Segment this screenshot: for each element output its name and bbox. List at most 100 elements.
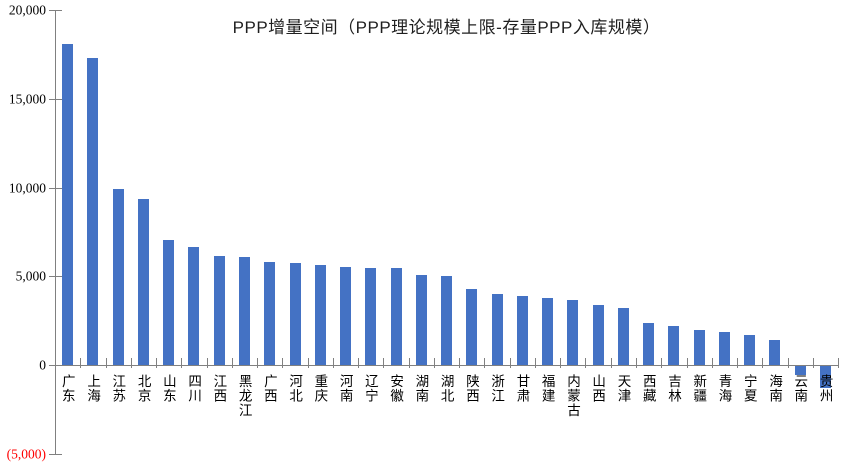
y-tick bbox=[49, 276, 62, 278]
y-tick-label: 0 bbox=[39, 357, 46, 373]
category-tick bbox=[787, 358, 789, 369]
y-tick-label: 15,000 bbox=[8, 91, 46, 107]
bar-贵州 bbox=[819, 366, 831, 389]
category-label-广东: 广东 bbox=[59, 374, 75, 403]
y-tick bbox=[49, 10, 62, 11]
bar-天津 bbox=[617, 307, 629, 366]
category-label-云南: 云南 bbox=[792, 374, 808, 403]
bar-湖南 bbox=[415, 274, 427, 366]
bar-海南 bbox=[769, 340, 781, 366]
category-tick bbox=[534, 358, 536, 369]
category-label-甘肃: 甘肃 bbox=[514, 374, 530, 403]
category-tick bbox=[433, 358, 435, 369]
bar-福建 bbox=[542, 297, 553, 366]
category-label-吉林: 吉林 bbox=[665, 374, 681, 403]
category-tick bbox=[661, 358, 663, 369]
category-tick bbox=[408, 358, 410, 369]
category-label-辽宁: 辽宁 bbox=[362, 374, 378, 403]
category-tick bbox=[459, 358, 461, 369]
bar-西藏 bbox=[643, 322, 655, 366]
category-tick bbox=[231, 358, 233, 369]
y-tick-label: (5,000) bbox=[6, 446, 46, 462]
bar-陕西 bbox=[466, 288, 478, 366]
category-tick bbox=[307, 358, 309, 369]
category-label-贵州: 贵州 bbox=[817, 374, 833, 403]
category-label-河北: 河北 bbox=[287, 374, 303, 403]
y-tick bbox=[49, 454, 62, 455]
y-tick-label: 20,000 bbox=[8, 2, 46, 18]
bar-青海 bbox=[718, 331, 730, 366]
category-label-西藏: 西藏 bbox=[640, 374, 656, 403]
category-tick bbox=[509, 358, 511, 369]
bar-江西 bbox=[213, 256, 225, 366]
category-label-重庆: 重庆 bbox=[312, 374, 328, 403]
category-label-河南: 河南 bbox=[337, 374, 353, 403]
y-tick-label: 5,000 bbox=[15, 268, 46, 284]
bar-北京 bbox=[137, 199, 149, 366]
category-label-新疆: 新疆 bbox=[691, 374, 707, 403]
category-label-广西: 广西 bbox=[261, 374, 277, 403]
category-tick bbox=[711, 358, 713, 369]
category-label-湖南: 湖南 bbox=[413, 374, 429, 403]
bar-黑龙江 bbox=[238, 256, 250, 366]
category-tick bbox=[737, 358, 738, 369]
category-tick bbox=[257, 358, 259, 369]
y-axis-line bbox=[55, 10, 56, 455]
category-tick bbox=[156, 358, 157, 369]
category-tick bbox=[686, 358, 688, 369]
chart-title: PPP增量空间（PPP理论规模上限-存量PPP入库规模） bbox=[232, 18, 661, 37]
bar-浙江 bbox=[491, 294, 503, 366]
category-label-北京: 北京 bbox=[135, 374, 151, 403]
bar-山东 bbox=[163, 240, 175, 366]
category-label-陕西: 陕西 bbox=[463, 374, 479, 403]
bar-辽宁 bbox=[365, 267, 377, 366]
category-label-湖北: 湖北 bbox=[438, 374, 454, 403]
bar-新疆 bbox=[693, 329, 705, 366]
bar-湖北 bbox=[441, 276, 452, 366]
bar-广西 bbox=[264, 262, 276, 366]
y-tick bbox=[49, 187, 62, 189]
bar-甘肃 bbox=[516, 295, 528, 366]
category-label-江苏: 江苏 bbox=[110, 374, 126, 403]
category-tick bbox=[838, 358, 839, 369]
category-tick bbox=[105, 358, 107, 369]
category-label-青海: 青海 bbox=[716, 374, 732, 403]
bar-安徽 bbox=[390, 267, 402, 366]
bar-上海 bbox=[87, 58, 99, 366]
category-tick bbox=[181, 358, 183, 369]
category-label-浙江: 浙江 bbox=[489, 374, 505, 403]
bar-山西 bbox=[592, 304, 604, 366]
category-label-四川: 四川 bbox=[186, 374, 202, 403]
category-label-福建: 福建 bbox=[539, 374, 555, 403]
category-tick bbox=[80, 358, 82, 369]
category-label-宁夏: 宁夏 bbox=[741, 374, 757, 403]
bar-江苏 bbox=[112, 189, 124, 366]
category-tick bbox=[206, 358, 208, 369]
category-label-黑龙江: 黑龙江 bbox=[236, 374, 252, 418]
bar-四川 bbox=[188, 247, 200, 366]
category-tick bbox=[282, 358, 284, 369]
category-label-内蒙古: 内蒙古 bbox=[564, 374, 580, 418]
category-label-江西: 江西 bbox=[211, 374, 227, 403]
category-label-山西: 山西 bbox=[590, 374, 606, 403]
bar-河北 bbox=[289, 263, 301, 366]
bar-河南 bbox=[340, 266, 351, 366]
y-tick-label: 10,000 bbox=[8, 179, 46, 195]
category-tick bbox=[484, 358, 486, 369]
bar-吉林 bbox=[668, 326, 680, 366]
category-tick bbox=[635, 358, 637, 369]
category-tick bbox=[332, 358, 334, 369]
category-label-安徽: 安徽 bbox=[388, 374, 404, 403]
bar-云南 bbox=[794, 366, 806, 376]
bar-宁夏 bbox=[744, 335, 756, 366]
category-tick bbox=[812, 358, 814, 369]
category-tick bbox=[560, 358, 562, 369]
category-label-海南: 海南 bbox=[767, 374, 783, 403]
y-tick bbox=[49, 98, 62, 100]
category-tick bbox=[383, 358, 385, 369]
category-tick bbox=[358, 358, 360, 369]
category-label-山东: 山东 bbox=[160, 374, 176, 403]
category-tick bbox=[130, 358, 132, 369]
category-tick bbox=[610, 358, 612, 369]
